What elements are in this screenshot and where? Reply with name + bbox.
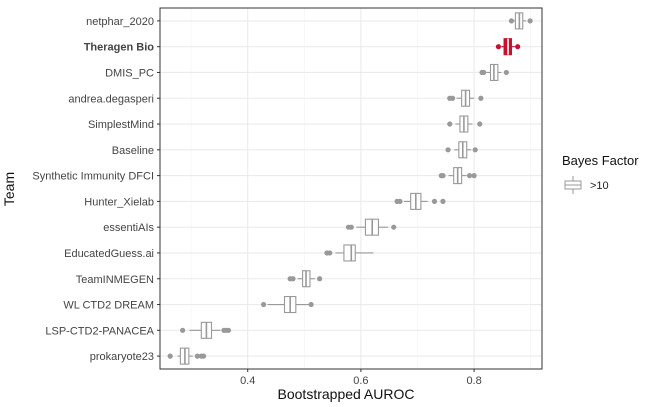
outlier-point (225, 327, 232, 333)
team-label: Synthetic Immunity DFCI (32, 171, 154, 183)
team-boxplot (345, 218, 397, 236)
team-boxplot (287, 270, 323, 288)
iqr-box (343, 244, 356, 262)
legend: Bayes Factor >10 (562, 153, 639, 194)
team-label: andrea.degasperi (68, 93, 154, 105)
outlier-point (397, 198, 403, 204)
team-boxplot (479, 63, 509, 82)
outlier-point (503, 69, 509, 76)
outlier-point (327, 250, 333, 256)
team-label: Hunter_Xielab (84, 196, 154, 208)
team-boxplot (438, 167, 477, 185)
team-boxplot (260, 295, 314, 314)
outlier-point (391, 224, 397, 230)
outlier-point (515, 44, 521, 50)
legend-key-box-icon (564, 176, 582, 194)
outlier-point (472, 147, 478, 153)
boxplot-marks (167, 12, 533, 365)
outlier-point (445, 147, 451, 153)
x-axis-title: Bootstrapped AUROC (278, 386, 415, 402)
team-boxplot (394, 192, 446, 210)
team-boxplot (495, 38, 521, 56)
legend-label: >10 (590, 180, 609, 192)
plot-panel-background (160, 8, 542, 369)
outlier-point (316, 276, 323, 282)
outlier-point (290, 276, 296, 282)
team-boxplot (167, 347, 207, 365)
team-label: LSP-CTD2-PANACEA (45, 325, 154, 337)
team-boxplot (180, 321, 232, 339)
x-tick-label: 0.8 (466, 375, 481, 387)
y-axis-title: Team (1, 172, 17, 206)
outlier-point (180, 327, 186, 333)
outlier-point (527, 18, 533, 24)
outlier-point (431, 198, 438, 204)
outlier-point (478, 95, 484, 101)
outlier-point (495, 44, 502, 50)
outlier-point (200, 353, 207, 359)
outlier-point (477, 121, 483, 127)
outlier-point (466, 173, 473, 179)
team-label: prokaryote23 (90, 351, 154, 363)
team-label: Baseline (112, 145, 154, 157)
team-boxplot (508, 12, 533, 30)
x-tick-labels: 0.4 0.6 0.8 (240, 369, 482, 387)
legend-title: Bayes Factor (562, 153, 639, 168)
outlier-point (481, 69, 487, 76)
outlier-point (440, 173, 446, 179)
outlier-point (447, 121, 453, 127)
team-label: DMIS_PC (105, 67, 154, 79)
team-label: netphar_2020 (86, 16, 154, 28)
plot-panel-border (159, 7, 543, 370)
outlier-point (308, 301, 314, 308)
team-label: WL CTD2 DREAM (63, 300, 154, 312)
x-tick-label: 0.4 (240, 375, 255, 387)
outlier-point (167, 353, 173, 359)
outlier-point (440, 198, 446, 204)
team-label: TeamINMEGEN (76, 274, 154, 286)
y-tick-labels: netphar_2020 Theragen Bio DMIS_PC andrea.de… (32, 16, 160, 363)
x-tick-label: 0.6 (353, 375, 368, 387)
team-boxplot (447, 89, 484, 107)
team-label: SimplestMind (88, 119, 154, 131)
outlier-point (194, 353, 200, 359)
team-label: essentiAIs (103, 222, 154, 234)
team-boxplot (447, 115, 483, 133)
outlier-point (508, 18, 515, 24)
outlier-point (449, 95, 456, 101)
outlier-point (260, 301, 267, 308)
team-boxplot (324, 244, 374, 262)
grid-lines (160, 8, 542, 369)
team-label: EducatedGuess.ai (64, 248, 154, 260)
outlier-point (471, 173, 477, 179)
team-label: Theragen Bio (84, 42, 155, 54)
team-boxplot (445, 141, 478, 159)
outlier-point (348, 224, 354, 230)
